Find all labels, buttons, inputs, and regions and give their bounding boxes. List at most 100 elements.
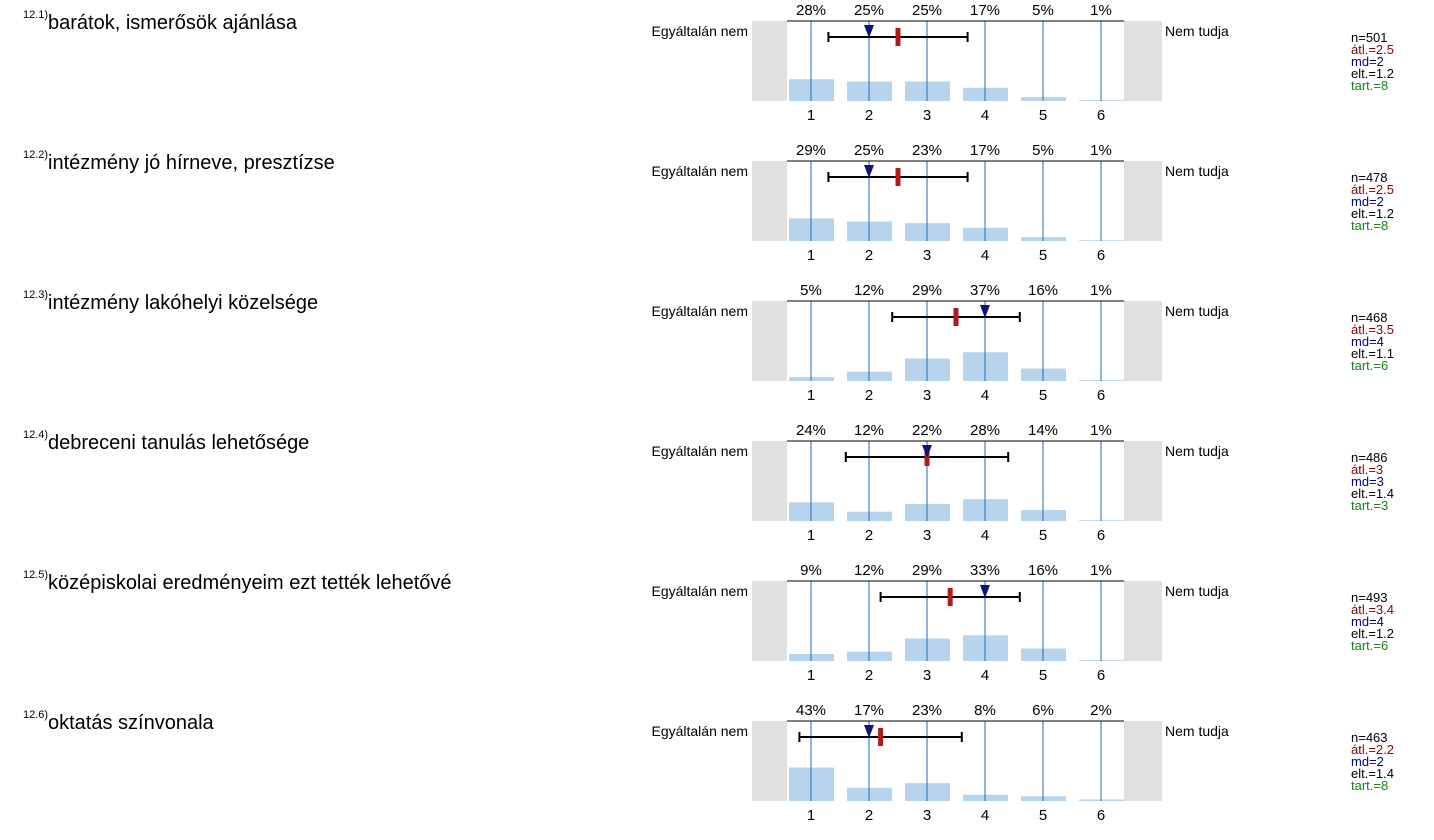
stat-tart: tart.=8 [1351, 78, 1389, 93]
median-marker [980, 585, 990, 598]
percent-label: 28% [970, 422, 1000, 439]
x-tick-label: 1 [807, 247, 815, 264]
percent-label: 37% [970, 282, 1000, 299]
stat-mean: átl.=3 [1351, 462, 1384, 477]
x-tick-label: 1 [807, 807, 815, 824]
x-tick-label: 6 [1097, 667, 1105, 684]
x-tick-label: 2 [865, 667, 873, 684]
percent-label: 5% [1032, 142, 1054, 159]
percent-label: 5% [1032, 2, 1054, 19]
percent-label: 17% [970, 142, 1000, 159]
scale-right-anchor: Nem tudja [1165, 163, 1229, 179]
x-tick-label: 6 [1097, 527, 1105, 544]
question-row: 12.1) barátok, ismerősök ajánlása Egyáltal… [0, 0, 1434, 140]
x-tick-label: 4 [981, 667, 989, 684]
mean-marker [895, 28, 901, 46]
stat-mean: átl.=3.5 [1351, 322, 1395, 337]
x-tick-label: 6 [1097, 807, 1105, 824]
stat-n: n=468 [1351, 310, 1388, 325]
left-side-box [752, 21, 787, 101]
percent-label: 22% [912, 422, 942, 439]
percent-label: 8% [974, 702, 996, 719]
x-tick-label: 6 [1097, 107, 1105, 124]
percent-label: 23% [912, 142, 942, 159]
stat-mean: átl.=2.5 [1351, 182, 1395, 197]
stat-tart: tart.=8 [1351, 218, 1389, 233]
x-tick-label: 5 [1039, 807, 1047, 824]
percent-label: 1% [1090, 282, 1112, 299]
x-tick-label: 2 [865, 107, 873, 124]
median-marker [864, 165, 874, 178]
stat-n: n=463 [1351, 730, 1388, 745]
stat-mean: átl.=3.4 [1351, 602, 1395, 617]
left-side-box [752, 721, 787, 801]
percent-label: 24% [796, 422, 826, 439]
x-tick-label: 4 [981, 527, 989, 544]
stat-tart: tart.=6 [1351, 638, 1389, 653]
x-tick-label: 2 [865, 807, 873, 824]
stat-median: md=2 [1351, 194, 1384, 209]
right-side-box [1124, 21, 1162, 101]
percent-label: 25% [854, 142, 884, 159]
question-text: debreceni tanulás lehetősége [48, 432, 310, 454]
percent-label: 25% [854, 2, 884, 19]
percent-label: 17% [854, 702, 884, 719]
x-tick-label: 5 [1039, 667, 1047, 684]
x-tick-label: 3 [923, 527, 931, 544]
question-number: 12.4) [23, 429, 49, 441]
stat-median: md=2 [1351, 754, 1384, 769]
percent-label: 33% [970, 562, 1000, 579]
stat-mean: átl.=2.5 [1351, 42, 1395, 57]
x-tick-label: 2 [865, 527, 873, 544]
question-number: 12.1) [23, 9, 49, 21]
stats-block: n=501 átl.=2.5 md=2 elt.=1.2 tart.=8 [1351, 31, 1395, 93]
scale-right-anchor: Nem tudja [1165, 303, 1229, 319]
stat-n: n=478 [1351, 170, 1388, 185]
right-side-box [1124, 161, 1162, 241]
percent-label: 12% [854, 282, 884, 299]
percent-label: 29% [796, 142, 826, 159]
question-row: 12.5) középiskolai eredményeim ezt tették… [0, 560, 1434, 700]
x-tick-label: 5 [1039, 247, 1047, 264]
stat-median: md=4 [1351, 334, 1384, 349]
x-tick-label: 2 [865, 387, 873, 404]
distribution-chart: 9% 12% 29% 33% 16% 1% 1 2 3 4 5 6 [752, 562, 1162, 684]
stat-tart: tart.=3 [1351, 498, 1389, 513]
x-tick-label: 5 [1039, 527, 1047, 544]
stats-block: n=468 átl.=3.5 md=4 elt.=1.1 tart.=6 [1351, 310, 1395, 372]
x-tick-label: 3 [923, 667, 931, 684]
stat-mean: átl.=2.2 [1351, 742, 1395, 757]
percent-label: 1% [1090, 562, 1112, 579]
percent-label: 17% [970, 2, 1000, 19]
left-side-box [752, 301, 787, 381]
question-text: középiskolai eredményeim ezt tették lehe… [48, 572, 452, 594]
percent-label: 1% [1090, 142, 1112, 159]
median-marker [864, 25, 874, 38]
distribution-chart: 24% 12% 22% 28% 14% 1% 1 2 3 4 5 6 [752, 422, 1162, 544]
x-tick-label: 1 [807, 107, 815, 124]
right-side-box [1124, 441, 1162, 521]
x-tick-label: 4 [981, 387, 989, 404]
percent-label: 6% [1032, 702, 1054, 719]
percent-label: 1% [1090, 2, 1112, 19]
percent-label: 2% [1090, 702, 1112, 719]
left-side-box [752, 581, 787, 661]
scale-left-anchor: Egyáltalán nem [651, 23, 748, 39]
median-marker [922, 445, 932, 458]
x-tick-label: 1 [807, 667, 815, 684]
x-tick-label: 6 [1097, 387, 1105, 404]
median-marker [864, 725, 874, 738]
percent-label: 29% [912, 282, 942, 299]
stats-block: n=463 átl.=2.2 md=2 elt.=1.4 tart.=8 [1351, 730, 1395, 792]
right-side-box [1124, 581, 1162, 661]
stat-median: md=2 [1351, 54, 1384, 69]
mean-marker [947, 588, 953, 606]
scale-right-anchor: Nem tudja [1165, 443, 1229, 459]
stat-sd: elt.=1.2 [1351, 206, 1395, 221]
percent-label: 23% [912, 702, 942, 719]
x-tick-label: 1 [807, 387, 815, 404]
stats-block: n=478 átl.=2.5 md=2 elt.=1.2 tart.=8 [1351, 170, 1395, 233]
mean-marker [878, 728, 884, 746]
percent-label: 14% [1028, 422, 1058, 439]
question-row: 12.3) intézmény lakóhelyi közelsége Egyált… [0, 280, 1434, 420]
